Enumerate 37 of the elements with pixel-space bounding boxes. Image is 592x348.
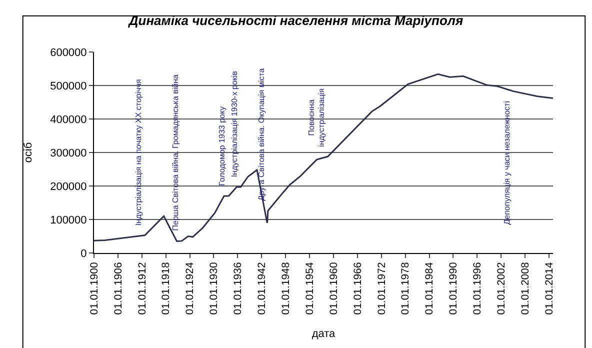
annotation: Депопуляція у часи незалежності <box>502 100 512 225</box>
x-tick-label: 01.01.1906 <box>112 262 124 315</box>
y-tick-label: 200000 <box>50 180 87 193</box>
y-tick-label: 400000 <box>50 114 87 126</box>
y-tick-label: 600000 <box>50 46 87 59</box>
annotation: Індустріалізація на початку XX сторіччя <box>134 79 144 226</box>
x-tick-label: 01.01.1996 <box>472 262 484 315</box>
y-axis-title: осіб <box>22 142 35 163</box>
x-tick-label: 01.01.2008 <box>519 262 532 315</box>
x-tick-label: 01.01.1936 <box>232 262 244 315</box>
x-tick-label: 01.01.1972 <box>376 262 388 315</box>
x-tick-label: 01.01.1966 <box>352 262 364 315</box>
y-tick-label: 300000 <box>50 147 87 160</box>
x-tick-label: 01.01.1900 <box>88 262 100 315</box>
y-tick-label: 500000 <box>50 80 87 92</box>
x-axis-title: дата <box>312 328 336 340</box>
x-tick-label: 01.01.1930 <box>208 262 220 315</box>
x-tick-label: 01.01.1918 <box>160 262 172 315</box>
annotation: Індустріалізація 1930-х років <box>230 71 240 178</box>
y-tick-label: 100000 <box>50 214 87 226</box>
annotation: Перша Світова війна. Громадянська війна <box>170 74 180 231</box>
x-tick-label: 01.01.1978 <box>400 262 412 315</box>
x-tick-label: 01.01.1954 <box>304 262 316 315</box>
x-tick-label: 01.01.2014 <box>543 262 556 315</box>
x-tick-label: 01.01.1948 <box>280 262 292 315</box>
x-tick-label: 01.01.1924 <box>184 262 196 315</box>
x-tick-label: 01.01.1960 <box>328 262 340 315</box>
x-tick-label: 01.01.1942 <box>256 262 268 315</box>
x-tick-label: 01.01.1912 <box>136 262 148 315</box>
chart-title: Динаміка чисельності населення міста Маріуполя <box>128 12 464 28</box>
y-tick-label: 0 <box>80 248 87 260</box>
x-tick-label: 01.01.1990 <box>448 262 460 315</box>
annotation: Голодомор 1933 року <box>218 106 227 186</box>
x-tick-label: 01.01.1984 <box>424 262 436 315</box>
annotation: Друга Світова війна. Окупація міста <box>257 68 266 201</box>
annotation: Повоєнна індустріалізація <box>306 88 326 147</box>
x-tick-label: 01.01.2002 <box>496 262 508 315</box>
